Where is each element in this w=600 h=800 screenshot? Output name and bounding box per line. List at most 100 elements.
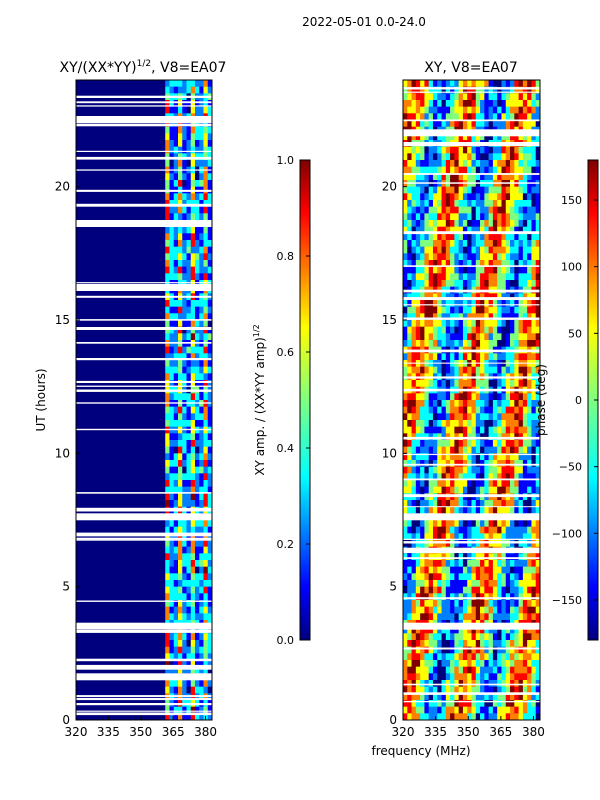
rp-heatmap-cell	[454, 333, 459, 341]
lp-heatmap-cell	[76, 440, 81, 447]
rp-heatmap-cell	[458, 220, 464, 227]
rp-heatmap-cell	[501, 200, 507, 207]
lp-heatmap-cell	[199, 500, 204, 507]
lp-heatmap-cell	[152, 260, 158, 267]
lp-heatmap-cell	[148, 120, 153, 127]
lp-heatmap-cell	[199, 573, 204, 581]
lp-gap-line	[76, 664, 212, 668]
lp-heatmap-cell	[186, 646, 192, 654]
rp-heatmap-cell	[411, 86, 417, 94]
lp-heatmap-cell	[207, 600, 213, 607]
lp-heatmap-cell	[165, 580, 170, 587]
lp-heatmap-cell	[97, 313, 102, 321]
lp-heatmap-cell	[169, 333, 175, 341]
lp-heatmap-cell	[190, 553, 196, 561]
lp-heatmap-cell	[195, 353, 200, 361]
lp-heatmap-cell	[203, 360, 209, 367]
lp-heatmap-cell	[131, 466, 136, 474]
lp-heatmap-cell	[148, 473, 153, 481]
rp-heatmap-cell	[467, 193, 472, 201]
rp-heatmap-cell	[407, 380, 412, 387]
rp-heatmap-cell	[518, 120, 524, 127]
rp-heatmap-cell	[518, 206, 524, 214]
lp-heatmap-cell	[135, 253, 141, 261]
rp-heatmap-cell	[514, 266, 519, 274]
rp-heatmap-cell	[510, 233, 515, 241]
rp-heatmap-cell	[458, 100, 464, 107]
lp-heatmap-cell	[114, 253, 119, 261]
lp-heatmap-cell	[118, 433, 124, 441]
lp-heatmap-cell	[156, 593, 162, 601]
rp-heatmap-cell	[454, 100, 459, 107]
lp-heatmap-cell	[131, 280, 136, 287]
lp-heatmap-cell	[173, 146, 179, 154]
rp-heatmap-cell	[441, 120, 447, 127]
rp-heatmap-cell	[505, 200, 511, 207]
rp-heatmap-cell	[471, 440, 477, 447]
lp-heatmap-cell	[165, 160, 170, 167]
lp-heatmap-cell	[122, 560, 128, 567]
rp-heatmap-cell	[403, 213, 408, 221]
rp-heatmap-cell	[428, 273, 434, 281]
rp-heatmap-cell	[450, 280, 455, 287]
lp-heatmap-cell	[203, 580, 209, 587]
lp-heatmap-cell	[101, 586, 107, 594]
lp-heatmap-cell	[122, 713, 128, 721]
lp-heatmap-cell	[131, 86, 136, 94]
lp-heatmap-cell	[161, 573, 166, 581]
lp-heatmap-cell	[88, 666, 94, 674]
lp-heatmap-cell	[161, 540, 166, 547]
lp-heatmap-cell	[148, 466, 153, 474]
rp-heatmap-cell	[424, 153, 429, 161]
rp-heatmap-cell	[522, 93, 528, 101]
rp-heatmap-cell	[510, 300, 515, 307]
lp-heatmap-cell	[195, 300, 200, 307]
rp-heatmap-cell	[488, 433, 494, 441]
lp-heatmap-cell	[114, 233, 119, 241]
rp-heatmap-cell	[432, 93, 438, 101]
rp-heatmap-cell	[420, 153, 425, 161]
lp-heatmap-cell	[195, 120, 200, 127]
rp-heatmap-cell	[407, 186, 412, 194]
lp-heatmap-cell	[118, 580, 124, 587]
rp-heatmap-cell	[471, 173, 477, 181]
lp-heatmap-cell	[122, 566, 128, 574]
lp-heatmap-cell	[97, 120, 102, 127]
rp-heatmap-cell	[518, 333, 524, 341]
lp-heatmap-cell	[76, 346, 81, 354]
rp-heatmap-cell	[488, 353, 494, 361]
rp-heatmap-cell	[445, 233, 451, 241]
rp-heatmap-cell	[467, 173, 472, 181]
lp-heatmap-cell	[190, 666, 196, 674]
lp-heatmap-cell	[148, 406, 153, 414]
lp-heatmap-cell	[139, 566, 145, 574]
lp-heatmap-cell	[114, 713, 119, 721]
lp-heatmap-cell	[144, 353, 149, 361]
lp-heatmap-cell	[122, 466, 128, 474]
lp-heatmap-cell	[182, 480, 187, 487]
lp-heatmap-cell	[101, 600, 107, 607]
lp-heatmap-cell	[207, 320, 213, 327]
rp-heatmap-cell	[518, 446, 524, 454]
lp-heatmap-cell	[190, 566, 196, 574]
lp-heatmap-cell	[118, 713, 124, 721]
lp-heatmap-cell	[182, 246, 187, 254]
lp-heatmap-cell	[105, 260, 111, 267]
lp-heatmap-cell	[144, 646, 149, 654]
rp-heatmap-cell	[484, 420, 489, 427]
lp-heatmap-cell	[203, 553, 209, 561]
lp-heatmap-cell	[97, 260, 102, 267]
lp-heatmap-cell	[114, 420, 119, 427]
lp-heatmap-cell	[156, 566, 162, 574]
lp-heatmap-cell	[105, 373, 111, 381]
rp-heatmap-cell	[505, 253, 511, 261]
lp-heatmap-cell	[186, 140, 192, 147]
lp-heatmap-cell	[207, 540, 213, 547]
lp-heatmap-cell	[182, 313, 187, 321]
lp-heatmap-cell	[178, 213, 183, 221]
lp-heatmap-cell	[182, 253, 187, 261]
rp-heatmap-cell	[518, 380, 524, 387]
lp-heatmap-cell	[127, 260, 132, 267]
lp-heatmap-cell	[84, 540, 90, 547]
rp-heatmap-cell	[488, 266, 494, 274]
